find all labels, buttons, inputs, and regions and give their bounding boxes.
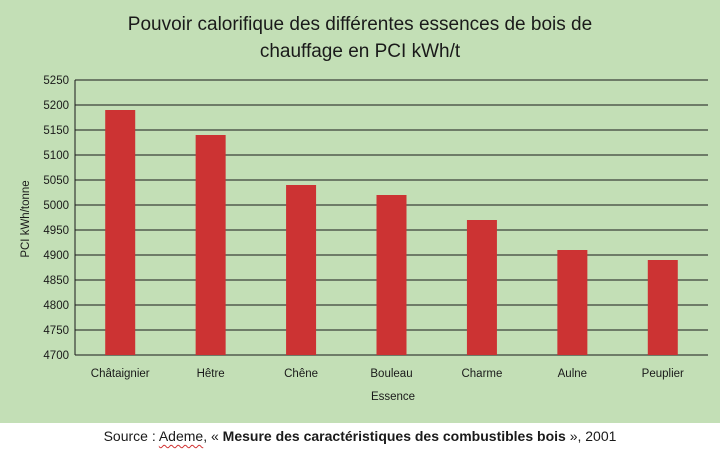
x-tick-label: Aulne [558,368,587,380]
source-suffix: », 2001 [565,428,617,444]
chart-panel: Pouvoir calorifique des différentes esse… [0,0,720,423]
y-tick-label: 5050 [43,175,69,187]
chart-title-line-1: Pouvoir calorifique des différentes esse… [128,14,592,35]
y-tick-label: 5000 [43,200,69,212]
x-tick-label: Bouleau [370,368,412,380]
chart-title-line-2: chauffage en PCI kWh/t [260,41,461,62]
bars [105,110,678,355]
y-tick-label: 5100 [43,150,69,162]
bar-6 [647,260,678,355]
bar-5 [557,250,588,355]
source-organisation: Ademe [158,428,204,444]
x-tick-label: Châtaignier [91,368,150,380]
bar-chart: Pouvoir calorifique des différentes esse… [20,14,708,403]
y-tick-label: 5200 [43,100,69,112]
y-axis-ticks: 4700 4750 4800 4850 4900 4950 5000 5050 5100 5150… [43,75,69,362]
y-tick-label: 4850 [43,275,69,287]
x-tick-label: Chêne [284,368,318,380]
y-tick-label: 5150 [43,125,69,137]
y-tick-label: 4900 [43,250,69,262]
source-document-title: Mesure des caractéristiques des combusti… [222,428,566,444]
y-tick-label: 4800 [43,300,69,312]
y-tick-label: 4750 [43,325,69,337]
bar-3 [376,195,407,355]
x-tick-label: Charme [461,368,502,380]
y-tick-label: 5250 [43,75,69,87]
bar-0 [105,110,136,355]
y-tick-label: 4950 [43,225,69,237]
bar-2 [286,185,317,355]
bar-4 [466,220,497,355]
source-separator: , « [203,428,223,444]
x-tick-label: Hêtre [197,368,225,380]
bar-1 [195,135,226,355]
x-axis-title: Essence [371,391,415,403]
y-axis-title: PCI kWh/tonne [20,180,32,257]
y-tick-label: 4700 [43,350,69,362]
x-axis-ticks: Châtaignier Hêtre Chêne Bouleau Charme Aulne P… [91,368,684,380]
source-caption: Source : Ademe, « Mesure des caractérist… [0,428,720,444]
x-tick-label: Peuplier [642,368,684,380]
source-prefix: Source : [103,428,159,444]
